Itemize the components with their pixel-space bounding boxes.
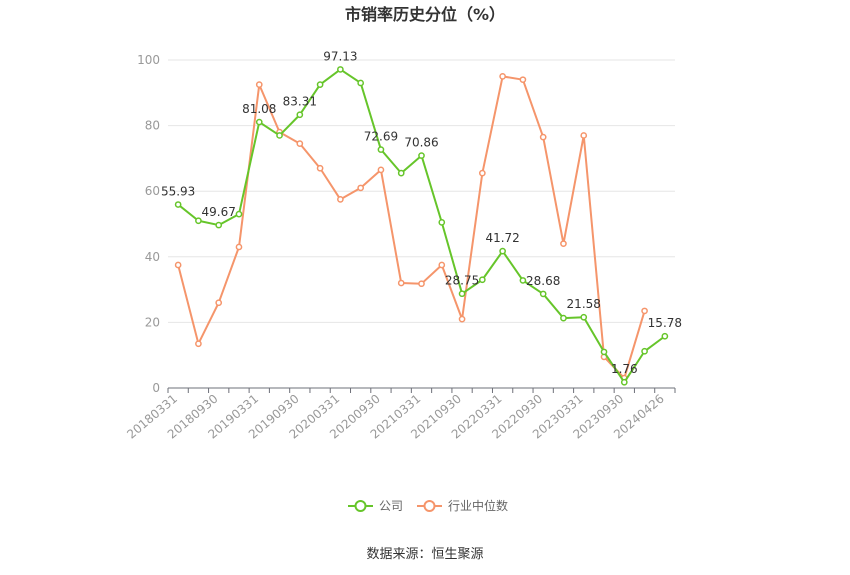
series-point-0 — [661, 332, 669, 340]
data-label: 97.13 — [323, 49, 357, 63]
legend-item-1[interactable]: 行业中位数 — [417, 498, 508, 513]
legend-label: 公司 — [379, 499, 403, 513]
y-tick-label: 40 — [145, 250, 160, 264]
chart-title: 市销率历史分位（%） — [345, 5, 505, 24]
series-point-1 — [337, 196, 344, 203]
data-label: 70.86 — [404, 136, 438, 150]
series-point-0 — [499, 247, 506, 255]
y-tick-label: 80 — [145, 119, 160, 133]
legend-label: 行业中位数 — [448, 498, 508, 513]
series-point-1 — [519, 76, 527, 84]
data-label: 28.68 — [526, 274, 560, 288]
series-point-1 — [539, 133, 547, 141]
series-point-1 — [357, 184, 365, 192]
series-point-1 — [377, 166, 385, 174]
series-point-1 — [478, 169, 486, 177]
data-label: 49.67 — [202, 205, 236, 219]
series-point-0 — [337, 66, 344, 73]
series-point-0 — [519, 277, 527, 284]
legend-marker — [423, 500, 436, 512]
series-point-0 — [641, 347, 648, 355]
series-point-0 — [276, 132, 283, 139]
series-point-0 — [458, 290, 466, 298]
series-point-1 — [580, 132, 588, 139]
series-point-1 — [438, 261, 446, 269]
series-point-0 — [397, 169, 405, 177]
series-point-0 — [377, 146, 385, 153]
legend[interactable]: 公司 行业中位数 — [348, 498, 508, 513]
series-point-1 — [255, 81, 263, 88]
data-label: 81.08 — [242, 102, 276, 116]
series-point-0 — [580, 313, 588, 321]
data-label: 15.78 — [648, 316, 682, 330]
series-point-0 — [539, 290, 547, 298]
data-label: 83.31 — [283, 95, 317, 109]
series-point-1 — [397, 279, 405, 287]
series-point-0 — [195, 217, 202, 225]
series-point-0 — [600, 348, 608, 356]
series-point-0 — [316, 81, 324, 88]
series-point-1 — [641, 307, 648, 315]
series-layer — [174, 66, 669, 386]
y-tick-label: 0 — [152, 381, 160, 395]
series-point-1 — [296, 140, 304, 147]
y-tick-label: 20 — [145, 315, 160, 329]
data-label: 72.69 — [364, 130, 398, 144]
source-note: 数据来源：恒生聚源 — [366, 547, 483, 562]
series-point-1 — [235, 243, 243, 251]
series-point-1 — [195, 340, 202, 348]
y-tick-label: 60 — [145, 184, 160, 198]
series-point-0 — [560, 314, 567, 322]
data-label: 1.76 — [611, 362, 638, 376]
x-axis: 2018033120180930201903312019093020200331… — [124, 387, 676, 442]
series-point-0 — [620, 378, 628, 386]
series-point-1 — [458, 315, 466, 323]
series-point-0 — [418, 152, 425, 159]
series-point-1 — [174, 261, 182, 269]
data-labels: 55.93 49.67 81.08 83.31 97.13 72.69 70.86 28.75… — [161, 49, 682, 376]
series-point-0 — [235, 210, 243, 218]
legend-marker — [354, 500, 367, 512]
series-point-0 — [215, 221, 223, 229]
y-axis: 0 20 40 60 80 100 — [137, 53, 160, 395]
series-point-1 — [316, 164, 324, 172]
y-tick-label: 100 — [137, 53, 160, 67]
series-point-1 — [215, 299, 223, 307]
series-point-1 — [560, 240, 567, 248]
series-point-1 — [499, 73, 506, 80]
series-line-1 — [177, 75, 646, 380]
data-label: 28.75 — [445, 274, 479, 288]
series-point-0 — [296, 111, 304, 119]
legend-item-0[interactable]: 公司 — [348, 499, 403, 513]
series-point-0 — [357, 79, 365, 87]
series-point-0 — [478, 276, 486, 284]
series-point-0 — [438, 219, 446, 226]
data-label: 21.58 — [567, 297, 601, 311]
series-point-1 — [418, 280, 425, 288]
data-label: 55.93 — [161, 185, 195, 199]
grid — [168, 59, 675, 323]
data-label: 41.72 — [485, 231, 519, 245]
series-point-0 — [255, 118, 263, 126]
series-point-0 — [174, 201, 182, 208]
